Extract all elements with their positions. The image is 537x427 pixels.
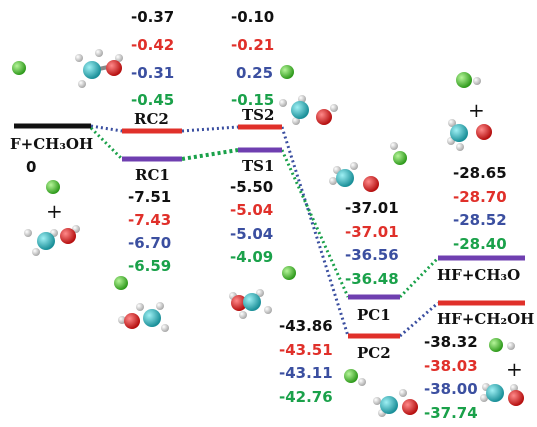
energy-ts2-2: -0.21 bbox=[231, 36, 274, 54]
energy-levels bbox=[14, 123, 525, 339]
energy-pc2-4: -42.76 bbox=[279, 388, 333, 406]
energy-rc2-4: -0.45 bbox=[131, 91, 174, 109]
molecule-hf-top bbox=[456, 72, 481, 88]
label-hf-ch3o: HF+CH₃O bbox=[437, 266, 520, 284]
energy-ts2-4: -0.15 bbox=[231, 91, 274, 109]
energy-rc1-3: -6.70 bbox=[128, 234, 171, 252]
connector-reactant-rc1 bbox=[89, 126, 124, 161]
energy-ts1-3: -5.04 bbox=[230, 225, 273, 243]
molecule-pc2-complex bbox=[344, 369, 418, 417]
energy-ts1-2: -5.04 bbox=[230, 201, 273, 219]
energy-rc1-4: -6.59 bbox=[128, 257, 171, 275]
molecule-f-atom-bottom bbox=[46, 180, 60, 194]
molecule-ts1-complex bbox=[229, 266, 296, 319]
label-hf-ch2oh: HF+CH₂OH bbox=[437, 310, 534, 328]
connector-rc2-ts2 bbox=[181, 125, 239, 133]
energy-ts2-1: -0.10 bbox=[231, 8, 274, 26]
energy-hf-ch3o-1: -28.65 bbox=[453, 164, 507, 182]
label-pc2: PC2 bbox=[357, 344, 391, 362]
energy-rc1-2: -7.43 bbox=[128, 211, 171, 229]
energy-ts1-1: -5.50 bbox=[230, 178, 273, 196]
energy-pc1-2: -37.01 bbox=[345, 223, 399, 241]
energy-rc2-1: -0.37 bbox=[131, 8, 174, 26]
label-reactant: F+CH₃OH bbox=[10, 135, 93, 153]
species-labels: F+CH₃OH RC2 RC1 TS2 TS1 PC1 PC2 HF+CH₃O … bbox=[10, 106, 534, 362]
molecule-hf-bottom bbox=[489, 338, 515, 352]
plus-hf-ch2oh: + bbox=[506, 357, 523, 381]
plus-hf-ch3o: + bbox=[468, 98, 485, 122]
energy-pc2-3: -43.11 bbox=[279, 364, 333, 382]
energy-hf-ch2oh-1: -38.32 bbox=[424, 333, 478, 351]
energy-pc2-2: -43.51 bbox=[279, 341, 333, 359]
molecule-pc1-complex bbox=[329, 142, 407, 192]
connector-reactant-rc2 bbox=[90, 124, 123, 133]
energy-reactant: 0 bbox=[26, 158, 36, 176]
energy-rc1-1: -7.51 bbox=[128, 188, 171, 206]
label-ts2: TS2 bbox=[242, 106, 274, 124]
molecule-ch3oh-bottom bbox=[24, 225, 80, 256]
energy-ts1-4: -4.09 bbox=[230, 248, 273, 266]
molecule-f-atom-top bbox=[12, 61, 26, 75]
energy-values: 0 -0.37 -0.42 -0.31 -0.45 -7.51 -7.43 -6… bbox=[26, 8, 507, 422]
connector-ts1-pc1 bbox=[280, 149, 350, 298]
molecule-ch2oh-product bbox=[480, 383, 524, 406]
plus-signs: + + + bbox=[46, 98, 523, 381]
energy-hf-ch3o-4: -28.40 bbox=[453, 235, 507, 253]
energy-hf-ch2oh-3: -38.00 bbox=[424, 380, 478, 398]
plus-reactant: + bbox=[46, 199, 63, 223]
label-ts1: TS1 bbox=[242, 157, 274, 175]
energy-hf-ch2oh-4: -37.74 bbox=[424, 404, 478, 422]
energy-pc1-3: -36.56 bbox=[345, 246, 399, 264]
connector-pc1-hfch3o bbox=[398, 256, 440, 299]
energy-hf-ch3o-2: -28.70 bbox=[453, 188, 507, 206]
molecule-ts2-complex bbox=[279, 65, 338, 125]
energy-pc1-4: -36.48 bbox=[345, 270, 399, 288]
label-rc1: RC1 bbox=[135, 166, 170, 184]
molecule-rc1-complex bbox=[114, 276, 169, 332]
connector-rc1-ts1 bbox=[181, 148, 239, 161]
connectors bbox=[89, 124, 440, 338]
molecule-ch3oh-top bbox=[75, 49, 123, 88]
energy-hf-ch3o-3: -28.52 bbox=[453, 211, 507, 229]
connector-pc2-hfch2oh bbox=[399, 301, 439, 338]
molecule-ch3o-product bbox=[447, 119, 492, 151]
connector-ts2-pc2 bbox=[280, 126, 350, 337]
energy-rc2-3: -0.31 bbox=[131, 64, 174, 82]
molecules bbox=[12, 49, 524, 417]
label-rc2: RC2 bbox=[134, 110, 169, 128]
energy-pc1-1: -37.01 bbox=[345, 199, 399, 217]
energy-pc2-1: -43.86 bbox=[279, 317, 333, 335]
energy-hf-ch2oh-2: -38.03 bbox=[424, 357, 478, 375]
energy-ts2-3: 0.25 bbox=[236, 64, 273, 82]
label-pc1: PC1 bbox=[357, 306, 391, 324]
energy-rc2-2: -0.42 bbox=[131, 36, 174, 54]
